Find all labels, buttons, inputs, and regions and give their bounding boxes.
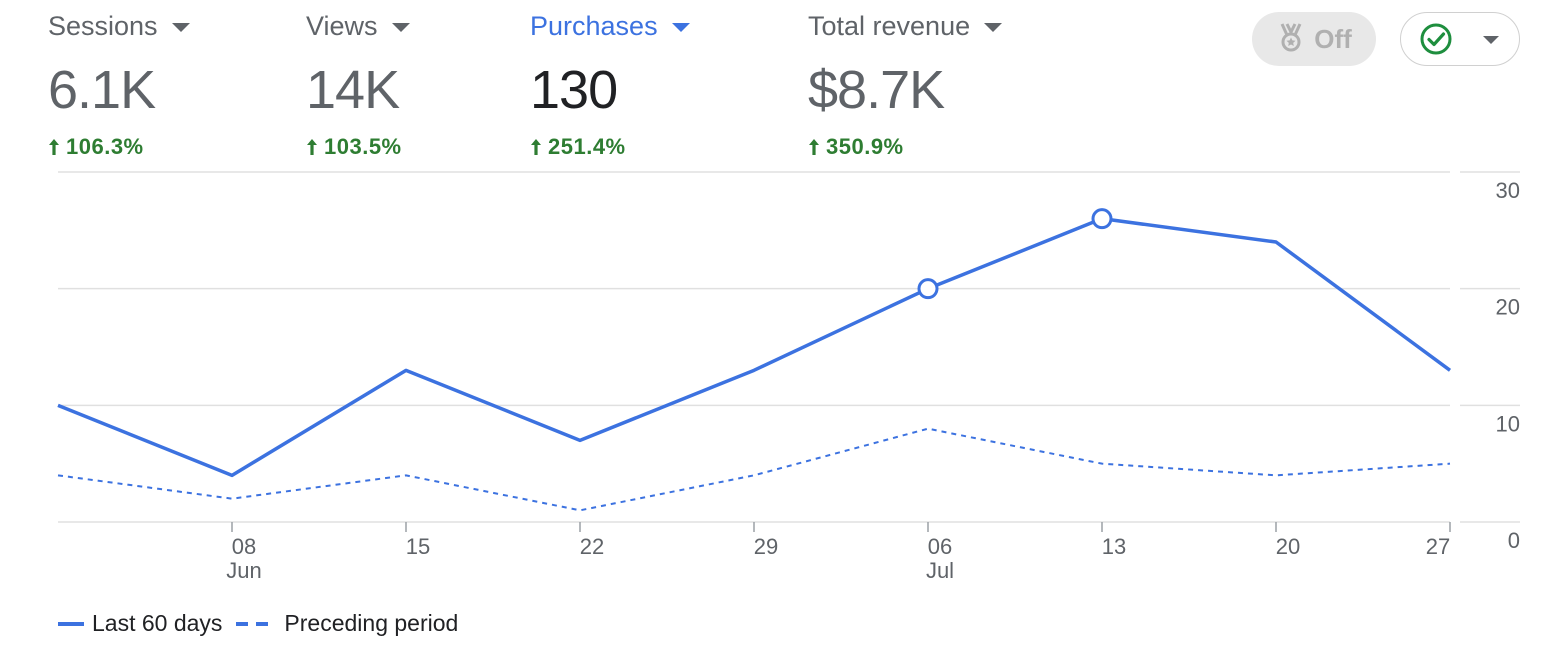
x-tick-month-label: Jun [226, 558, 261, 583]
metric-change: 251.4% [530, 134, 690, 160]
metric-card-total-revenue[interactable]: Total revenue $8.7K 350.9% [808, 8, 1003, 160]
x-tick-label: 08 [232, 534, 256, 559]
chevron-down-icon [1483, 36, 1499, 44]
check-circle-icon [1419, 22, 1453, 56]
x-tick-label: 27 [1426, 534, 1450, 559]
x-tick-label: 13 [1102, 534, 1126, 559]
metric-label: Total revenue [808, 10, 971, 41]
series-line-last-60-days [57, 216, 1452, 478]
metric-header[interactable]: Views [306, 8, 410, 44]
metric-value: 130 [530, 60, 618, 120]
metric-card-purchases[interactable]: Purchases 130 251.4% [530, 8, 690, 160]
legend-label-previous: Preceding period [284, 610, 459, 636]
x-tick-label: 29 [754, 534, 778, 559]
toggle-off-button[interactable]: Off [1252, 12, 1376, 66]
y-tick-label: 10 [1496, 411, 1520, 436]
x-tick-label: 15 [406, 534, 430, 559]
arrow-up-icon [809, 139, 819, 155]
metric-label: Views [306, 10, 378, 41]
metric-header[interactable]: Sessions [48, 8, 190, 44]
award-ribbon-icon [1276, 21, 1306, 58]
arrow-up-icon [49, 139, 59, 155]
arrow-up-icon [531, 139, 541, 155]
chevron-down-icon[interactable] [984, 23, 1003, 32]
legend-item-previous: Preceding period [236, 610, 458, 637]
metric-change-value: 251.4% [548, 134, 626, 159]
toggle-off-label: Off [1314, 23, 1352, 54]
metric-change-value: 350.9% [826, 134, 904, 159]
metric-value: 6.1K [48, 60, 156, 120]
metric-change: 103.5% [306, 134, 410, 160]
legend-dashed-swatch [236, 621, 275, 626]
metric-header[interactable]: Purchases [530, 8, 690, 44]
y-tick-label: 30 [1496, 178, 1520, 203]
metric-value: 14K [306, 60, 400, 120]
data-quality-dropdown[interactable] [1400, 12, 1520, 66]
metric-card-sessions[interactable]: Sessions 6.1K 106.3% [48, 8, 190, 160]
data-point-highlighted [917, 278, 939, 300]
chevron-down-icon[interactable] [391, 23, 410, 32]
series-line-preceding-period [57, 427, 1451, 512]
arrow-up-icon [307, 139, 317, 155]
chevron-down-icon[interactable] [671, 23, 690, 32]
legend-solid-swatch [58, 621, 84, 626]
metric-label: Purchases [530, 10, 658, 41]
x-tick-label: 22 [580, 534, 604, 559]
data-point-highlighted [1091, 208, 1113, 230]
y-tick-label: 0 [1508, 528, 1520, 553]
metric-card-views[interactable]: Views 14K 103.5% [306, 8, 410, 160]
metric-label: Sessions [48, 10, 158, 41]
y-tick-label: 20 [1496, 295, 1520, 320]
legend-label-current: Last 60 days [92, 610, 223, 636]
x-tick-label: 20 [1276, 534, 1300, 559]
metric-change-value: 106.3% [66, 134, 144, 159]
metric-header[interactable]: Total revenue [808, 8, 1003, 44]
chevron-down-icon[interactable] [171, 23, 190, 32]
legend-item-current: Last 60 days [58, 610, 222, 637]
metric-change-value: 103.5% [324, 134, 402, 159]
metric-change: 106.3% [48, 134, 190, 160]
chart-legend: Last 60 days Preceding period [58, 610, 472, 637]
metric-value: $8.7K [808, 60, 945, 120]
x-tick-month-label: Jul [926, 558, 954, 583]
metric-change: 350.9% [808, 134, 1002, 160]
x-tick-label: 06 [928, 534, 952, 559]
